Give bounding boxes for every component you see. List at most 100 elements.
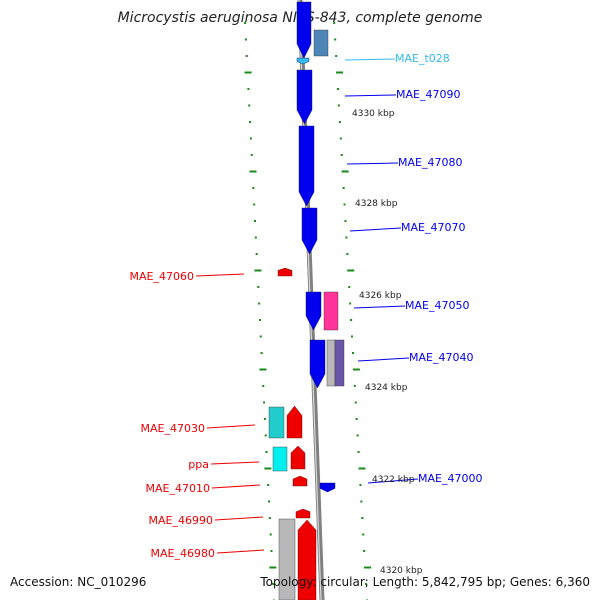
scale-tick-left (269, 566, 277, 569)
scale-tick-left (247, 88, 250, 90)
scale-tick-right (337, 104, 340, 107)
gene-feature-47000 (319, 482, 336, 493)
gene-label-mae_47070: MAE_47070 (401, 221, 465, 234)
gene-leader-line (210, 461, 260, 465)
gene-feature-47090 (296, 69, 313, 125)
scale-tick-left (254, 269, 262, 272)
gene-feature-47030-cyan (268, 406, 285, 439)
gene-leader-line (195, 273, 245, 277)
scale-ticks (244, 22, 372, 600)
gene-feature-steelblue (313, 29, 329, 57)
gene-feature-47070 (301, 207, 318, 255)
gene-labels: MAE_t028 MAE_47090 MAE_47080 MAE_47070 MAE_4… (130, 52, 483, 560)
scale-tick-right (351, 352, 354, 354)
gene-leader-line (346, 162, 399, 165)
gene-leader-line (344, 94, 397, 97)
scale-tick-right (362, 533, 365, 536)
accession-text: Accession: NC_010296 (10, 575, 147, 589)
scale-tick-left (268, 517, 271, 519)
scale-tick-left (254, 220, 256, 222)
scale-label: 4330 kbp (352, 109, 395, 119)
scale-tick-right (350, 319, 353, 321)
scale-tick-left (254, 236, 257, 239)
gene-leader-line (349, 227, 402, 232)
scale-tick-right (339, 137, 342, 140)
scale-tick-left (259, 368, 267, 371)
gene-feature-grey-2 (278, 518, 296, 600)
scale-tick-left (249, 137, 252, 140)
gene-leader-line (216, 549, 265, 554)
gene-feature-purple (334, 339, 345, 387)
gene-feature-top (296, 1, 312, 59)
scale-tick-right (360, 500, 363, 503)
scale-tick-left (267, 484, 270, 486)
scale-tick-left (250, 154, 253, 156)
scale-tick-left (263, 418, 266, 420)
scale-tick-left (244, 22, 247, 24)
gene-feature-47080 (298, 125, 315, 207)
scale-tick-left (268, 500, 271, 503)
scale-tick-left (248, 104, 251, 107)
scale-tick-right (336, 71, 344, 74)
scale-tick-left (265, 451, 268, 453)
gene-label-mae_47080: MAE_47080 (398, 156, 462, 169)
gene-label-mae_47030: MAE_47030 (141, 422, 205, 435)
scale-tick-left (249, 121, 252, 123)
gene-feature-46980 (297, 519, 317, 600)
scale-tick-left (272, 583, 275, 585)
gene-feature-47060 (277, 267, 293, 277)
gene-feature-47040 (309, 339, 326, 389)
scale-tick-left (260, 352, 263, 354)
scale-tick-right (365, 583, 368, 585)
gene-leader-line (367, 478, 419, 484)
gene-label-mae_47000: MAE_47000 (418, 472, 482, 485)
scale-tick-right (346, 253, 349, 255)
scale-tick-right (353, 385, 356, 387)
scale-label: 4322 kbp (372, 475, 415, 485)
scale-labels: 4330 kbp 4328 kbp 4326 kbp 4324 kbp 4322 kbp… (352, 109, 423, 576)
gene-feature-47030 (286, 405, 303, 439)
scale-tick-right (338, 121, 341, 123)
scale-tick-left (258, 302, 261, 305)
scale-label: 4320 kbp (380, 566, 423, 576)
scale-label: 4326 kbp (359, 291, 402, 301)
scale-tick-right (348, 286, 351, 288)
scale-tick-right (352, 368, 360, 371)
scale-tick-left (249, 170, 257, 173)
scale-tick-right (335, 55, 338, 57)
scale-tick-right (342, 187, 345, 189)
scale-tick-left (264, 434, 267, 437)
scale-tick-right (336, 88, 339, 90)
scale-tick-right (333, 22, 336, 24)
gene-label-mae_47040: MAE_47040 (409, 351, 473, 364)
scale-tick-right (340, 154, 343, 156)
scale-tick-left (270, 550, 273, 552)
scale-tick-left (255, 253, 258, 255)
gene-feature-47010 (292, 475, 308, 487)
scale-tick-left (264, 467, 272, 470)
gene-label-ppa: ppa (188, 458, 209, 471)
scale-tick-left (253, 203, 256, 206)
gene-label-mae_t028: MAE_t028 (395, 52, 450, 65)
scale-tick-left (244, 38, 247, 41)
scale-tick-right (344, 220, 347, 222)
gene-leader-line (206, 424, 256, 429)
gene-leader-line (353, 305, 406, 309)
scale-tick-right (343, 203, 346, 206)
gene-feature-magenta (323, 291, 339, 331)
scale-tick-left (245, 55, 248, 57)
scale-tick-right (334, 38, 337, 41)
scale-tick-left (257, 286, 260, 288)
gene-feature-grey (326, 339, 336, 387)
scale-tick-right (354, 401, 357, 404)
gene-leader-line (214, 516, 264, 521)
gene-feature-ppa (290, 445, 306, 470)
scale-tick-left (244, 71, 252, 74)
scale-tick-right (351, 335, 354, 338)
scale-tick-right (356, 434, 359, 437)
scale-tick-right (359, 484, 362, 486)
gene-label-mae_47010: MAE_47010 (146, 482, 210, 495)
scale-tick-right (361, 517, 364, 519)
gene-leader-line (344, 58, 396, 61)
genome-summary-text: Topology: circular; Length: 5,842,795 bp… (260, 575, 590, 589)
